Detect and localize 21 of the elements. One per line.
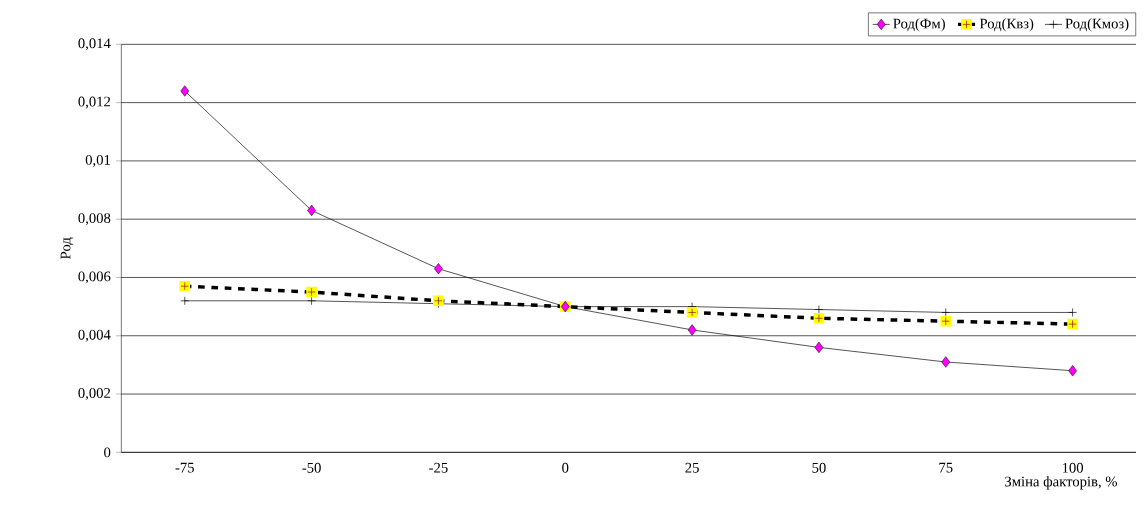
y-tick-label: 0,004: [78, 329, 111, 342]
y-tick-label: 0,012: [78, 96, 111, 109]
x-tick-label: -75: [175, 462, 194, 473]
y-tick-label: 0: [104, 447, 111, 458]
y-axis-title: Род: [60, 237, 74, 259]
x-tick-label: 100: [1062, 462, 1084, 473]
x-tick-label: -25: [429, 462, 448, 473]
x-tick-label: -50: [302, 462, 321, 473]
legend-label: Род(Кмоз): [1065, 18, 1129, 32]
y-tick-label: 0,008: [78, 213, 111, 226]
legend-label: Род(Фм): [893, 18, 945, 32]
y-tick-label: 0,014: [78, 38, 111, 51]
x-tick-label: 0: [562, 462, 569, 473]
x-tick-label: 50: [812, 462, 826, 473]
y-tick-label: 0,002: [78, 388, 111, 401]
legend-label: Род(Квз): [979, 18, 1034, 32]
x-axis-title: Зміна факторів, %: [1005, 476, 1118, 490]
x-tick-label: 75: [939, 462, 953, 473]
x-tick-label: 25: [685, 462, 699, 473]
y-tick-label: 0,006: [78, 271, 111, 284]
y-tick-label: 0,01: [85, 154, 110, 167]
